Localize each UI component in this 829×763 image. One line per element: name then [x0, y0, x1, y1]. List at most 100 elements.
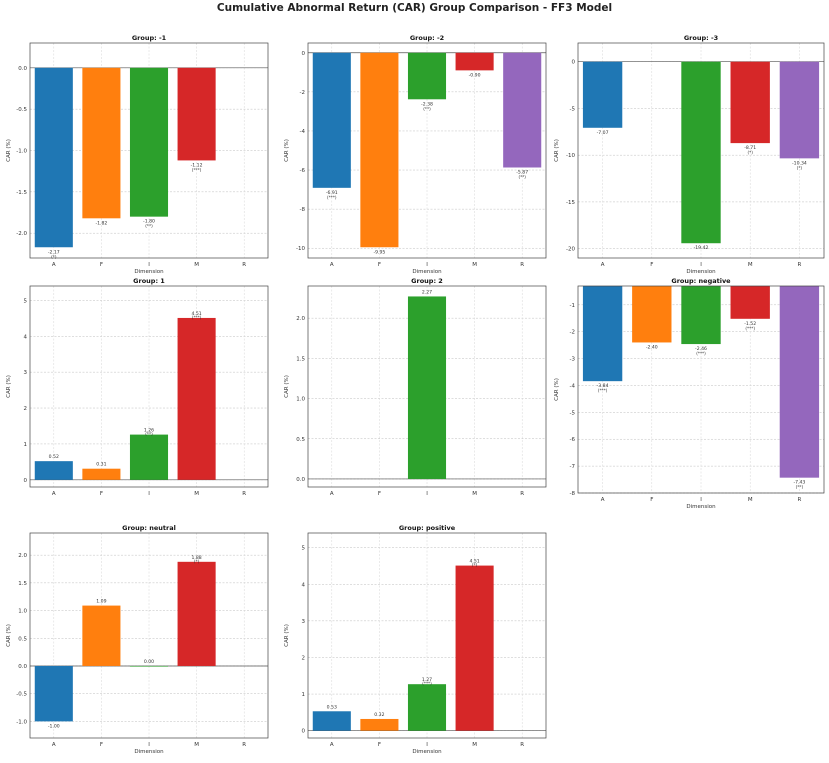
bar — [632, 286, 672, 343]
bar — [312, 711, 351, 731]
data-label: -9.95 — [373, 249, 385, 255]
x-axis-label: Dimension — [686, 504, 716, 510]
y-tick-label: 0.0 — [296, 477, 305, 483]
y-tick-label: -2 — [300, 90, 305, 96]
x-tick-label: R — [242, 262, 246, 268]
significance-label: (*) — [51, 254, 57, 259]
significance-label: (**) — [145, 432, 153, 437]
y-tick-label: 2 — [24, 406, 28, 412]
x-tick-label: R — [520, 262, 524, 268]
significance-label: (***) — [192, 167, 202, 172]
plot-frame — [307, 42, 547, 259]
x-tick-label: A — [52, 742, 56, 748]
y-tick-label: 5 — [24, 298, 28, 304]
data-label: -2.38 — [421, 101, 433, 107]
y-tick-label: -3 — [570, 357, 576, 363]
plot-frame — [577, 285, 825, 494]
y-axis-label: CAR (%) — [6, 139, 12, 162]
y-tick-label: 1.5 — [296, 356, 305, 362]
x-tick-label: M — [748, 262, 753, 268]
data-label: -3.84 — [597, 383, 609, 389]
x-tick-label: I — [148, 742, 150, 748]
data-label: -1.80 — [143, 219, 155, 225]
y-axis-label: CAR (%) — [6, 375, 12, 398]
significance-label: (***) — [745, 326, 755, 331]
y-tick-label: 4 — [24, 334, 28, 340]
chart-title: Group: positive — [399, 524, 456, 532]
x-tick-label: M — [194, 742, 199, 748]
significance-label: (***) — [696, 351, 706, 356]
x-tick-label: A — [330, 262, 334, 268]
x-tick-label: M — [194, 262, 199, 268]
bar — [730, 61, 770, 144]
data-label: -1.12 — [191, 162, 203, 168]
y-tick-label: 0.5 — [18, 636, 27, 642]
data-label: 1.26 — [144, 428, 154, 434]
bar — [681, 286, 721, 345]
y-axis-label: CAR (%) — [6, 624, 12, 647]
y-tick-label: 1.5 — [18, 581, 27, 587]
data-label: 2.27 — [422, 289, 432, 295]
chart-panel: Group: -30-5-10-15-20-7.07-19.42-8.71(*)… — [554, 34, 825, 275]
x-tick-label: F — [378, 262, 381, 268]
x-tick-label: M — [194, 491, 199, 497]
x-tick-label: A — [52, 262, 56, 268]
chart-title: Group: 1 — [133, 277, 165, 285]
x-tick-label: R — [242, 491, 246, 497]
bar — [407, 296, 447, 479]
x-tick-label: A — [52, 491, 56, 497]
y-tick-label: -0.5 — [16, 107, 27, 113]
x-tick-label: R — [242, 742, 246, 748]
bar — [582, 286, 623, 382]
y-tick-label: -0.5 — [16, 692, 27, 698]
bar — [34, 461, 73, 480]
bar — [82, 468, 121, 480]
chart-title: Group: -3 — [684, 34, 718, 42]
y-tick-label: 3 — [302, 619, 306, 625]
y-tick-label: -10 — [566, 153, 575, 159]
data-label: -10.34 — [792, 160, 807, 166]
y-tick-label: 0.0 — [18, 66, 27, 72]
x-tick-label: F — [100, 491, 103, 497]
y-tick-label: 0 — [24, 478, 28, 484]
x-tick-label: A — [330, 491, 334, 497]
x-tick-label: R — [797, 262, 801, 268]
data-label: -2.17 — [48, 249, 60, 255]
significance-label: (**) — [518, 175, 526, 180]
bar — [582, 61, 623, 128]
x-tick-label: I — [148, 262, 150, 268]
y-tick-label: -1.5 — [16, 190, 27, 196]
bar — [82, 67, 121, 219]
y-tick-label: 0.0 — [18, 664, 27, 670]
chart-panel: Group: -1 0.0 -0.5 -1.0 -1.5 -2.0 -2.17(*) -1.8… — [6, 34, 269, 275]
significance-label: (**) — [796, 485, 804, 490]
data-label: -2.46 — [695, 346, 707, 352]
x-tick-label: R — [520, 742, 524, 748]
data-label: -1.00 — [48, 723, 60, 729]
y-tick-label: -5 — [570, 410, 576, 416]
x-tick-label: I — [700, 497, 702, 503]
bar — [730, 286, 770, 319]
y-axis-label: CAR (%) — [554, 378, 560, 401]
x-tick-label: F — [378, 491, 381, 497]
x-tick-label: A — [601, 497, 605, 503]
plot-frame — [29, 42, 269, 259]
x-tick-label: R — [797, 497, 801, 503]
x-tick-label: A — [330, 742, 334, 748]
bar — [129, 434, 169, 480]
x-axis-label: Dimension — [412, 749, 442, 755]
data-label: -8.71 — [744, 145, 756, 151]
x-tick-label: I — [426, 742, 428, 748]
bar — [129, 665, 169, 667]
bar — [455, 565, 494, 731]
y-tick-label: -15 — [566, 200, 575, 206]
data-label: -1.52 — [744, 321, 756, 327]
x-tick-label: I — [700, 262, 702, 268]
data-label: 0.00 — [144, 659, 154, 665]
data-label: 0.31 — [96, 462, 106, 468]
y-tick-label: 0 — [572, 60, 576, 66]
y-tick-label: 2.0 — [18, 553, 27, 559]
y-tick-label: 5 — [302, 546, 306, 552]
y-tick-label: 3 — [24, 370, 28, 376]
y-tick-label: -6 — [570, 437, 576, 443]
